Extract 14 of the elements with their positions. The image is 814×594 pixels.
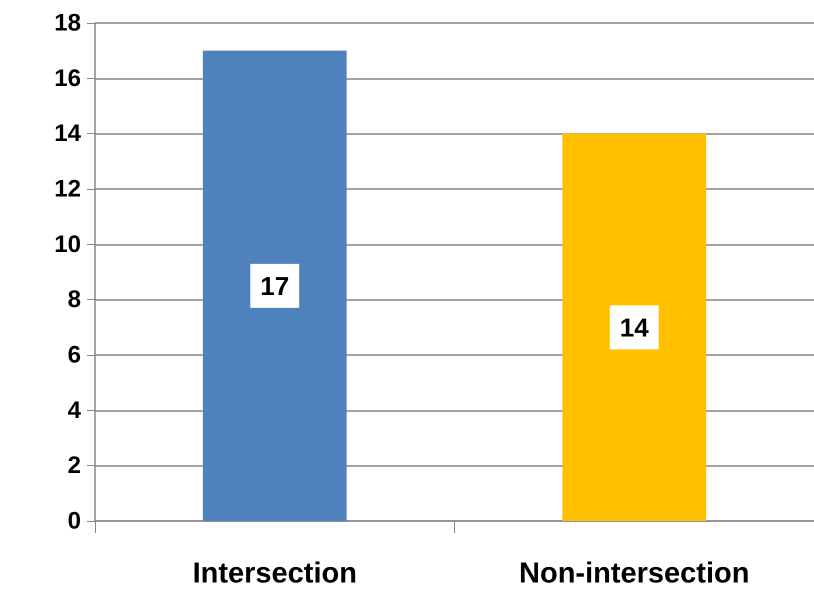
data-label: 14	[620, 312, 650, 342]
y-tick-label: 2	[68, 452, 81, 480]
data-label: 17	[260, 270, 290, 301]
y-tick-label: 8	[68, 286, 81, 314]
y-tick-label: 14	[54, 120, 82, 148]
y-tick-label: 16	[54, 64, 81, 92]
y-tick-label: 6	[68, 342, 81, 368]
x-tick-label: Intersection	[192, 558, 357, 590]
x-tick-label: Non-intersection	[519, 558, 750, 590]
y-tick-label: 4	[68, 396, 82, 424]
y-tick-label: 12	[54, 176, 81, 202]
y-tick-label: 10	[54, 230, 81, 258]
y-tick-label: 18	[54, 10, 81, 36]
y-tick-label: 0	[68, 508, 81, 534]
